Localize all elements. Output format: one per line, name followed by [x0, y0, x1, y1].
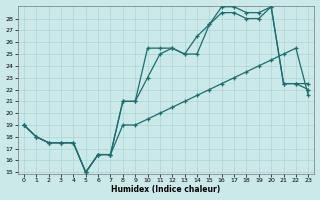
X-axis label: Humidex (Indice chaleur): Humidex (Indice chaleur)	[111, 185, 221, 194]
